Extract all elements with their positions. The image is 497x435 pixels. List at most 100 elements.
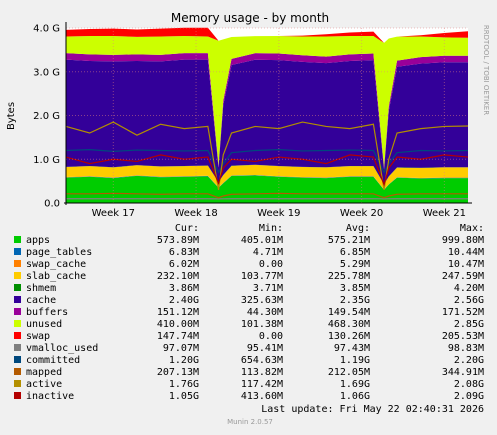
legend-stat: 0.00 [259, 331, 283, 342]
legend-name: slab_cache [26, 271, 86, 282]
legend-stat: 171.52M [442, 307, 484, 318]
legend-stat: 2.35G [340, 295, 370, 306]
legend-stat: 103.77M [241, 271, 283, 282]
legend-stat: 344.91M [442, 367, 484, 378]
legend-stat: 405.01M [241, 235, 283, 246]
legend-stat: 1.19G [340, 355, 370, 366]
x-tick-label: Week 18 [174, 208, 217, 219]
x-tick-label: Week 20 [340, 208, 383, 219]
legend-swatch [14, 308, 21, 315]
legend-stat: 999.80M [442, 235, 484, 246]
legend-stat: 2.56G [454, 295, 484, 306]
legend-stat: 1.05G [169, 391, 199, 402]
legend-swatch [14, 296, 21, 303]
legend-stat: 6.02M [169, 259, 199, 270]
stat-header: Avg: [346, 223, 370, 234]
footer: Munin 2.0.57 [227, 418, 273, 426]
legend-stat: 225.78M [328, 271, 370, 282]
legend-name: vmalloc_used [26, 343, 98, 354]
watermark: RRDTOOL / TOBI OETIKER [482, 25, 490, 115]
legend-stat: 575.21M [328, 235, 370, 246]
legend-stat: 1.76G [169, 379, 199, 390]
legend-stat: 1.06G [340, 391, 370, 402]
legend-stat: 3.86M [169, 283, 199, 294]
legend-name: cache [26, 295, 56, 306]
legend-stat: 4.71M [253, 247, 283, 258]
legend-stat: 149.54M [328, 307, 370, 318]
legend-swatch [14, 272, 21, 279]
legend-stat: 2.40G [169, 295, 199, 306]
legend-stat: 2.85G [454, 319, 484, 330]
legend-stat: 10.47M [448, 259, 484, 270]
legend-stat: 205.53M [442, 331, 484, 342]
legend-stat: 325.63M [241, 295, 283, 306]
legend-name: swap_cache [26, 259, 86, 270]
legend-swatch [14, 380, 21, 387]
legend-stat: 212.05M [328, 367, 370, 378]
legend-stat: 468.30M [328, 319, 370, 330]
last-update: Last update: Fri May 22 02:40:31 2026 [261, 404, 484, 415]
legend-name: mapped [26, 367, 62, 378]
legend-swatch [14, 284, 21, 291]
y-tick-label: 0.0 [44, 199, 60, 210]
legend-name: swap [26, 331, 50, 342]
legend-stat: 151.12M [157, 307, 199, 318]
legend-stat: 413.60M [241, 391, 283, 402]
legend-swatch [14, 320, 21, 327]
legend-swatch [14, 356, 21, 363]
legend-stat: 130.26M [328, 331, 370, 342]
y-axis-label: Bytes [6, 102, 17, 130]
legend-name: shmem [26, 283, 56, 294]
legend-stat: 95.41M [247, 343, 283, 354]
y-tick-label: 3.0 G [33, 67, 60, 78]
legend-name: apps [26, 235, 50, 246]
legend-stat: 2.08G [454, 379, 484, 390]
x-tick-label: Week 19 [257, 208, 300, 219]
stat-header: Min: [259, 223, 283, 234]
y-tick-label: 4.0 G [33, 24, 60, 35]
legend-name: committed [26, 355, 80, 366]
legend-swatch [14, 260, 21, 267]
y-tick-label: 1.0 G [33, 155, 60, 166]
y-tick-label: 2.0 G [33, 111, 60, 122]
stat-header: Max: [460, 223, 484, 234]
legend-name: active [26, 379, 62, 390]
legend-stat: 97.43M [334, 343, 370, 354]
legend-name: buffers [26, 307, 68, 318]
legend-swatch [14, 332, 21, 339]
stat-header: Cur: [175, 223, 199, 234]
legend-stat: 117.42M [241, 379, 283, 390]
legend-name: inactive [26, 391, 74, 402]
legend-stat: 207.13M [157, 367, 199, 378]
legend-stat: 10.44M [448, 247, 484, 258]
legend-stat: 6.85M [340, 247, 370, 258]
legend-stat: 232.10M [157, 271, 199, 282]
legend-stat: 573.89M [157, 235, 199, 246]
legend-name: page_tables [26, 247, 92, 258]
chart-title: Memory usage - by month [171, 11, 329, 25]
legend-stat: 3.85M [340, 283, 370, 294]
legend-stat: 1.20G [169, 355, 199, 366]
x-tick-label: Week 21 [423, 208, 466, 219]
legend-swatch [14, 392, 21, 399]
legend-stat: 147.74M [157, 331, 199, 342]
legend-swatch [14, 344, 21, 351]
legend-stat: 1.69G [340, 379, 370, 390]
legend-stat: 98.83M [448, 343, 484, 354]
legend-stat: 4.20M [454, 283, 484, 294]
legend-stat: 101.38M [241, 319, 283, 330]
legend-stat: 247.59M [442, 271, 484, 282]
legend-stat: 3.71M [253, 283, 283, 294]
legend-stat: 44.30M [247, 307, 283, 318]
legend-stat: 654.63M [241, 355, 283, 366]
legend-stat: 2.20G [454, 355, 484, 366]
legend-stat: 5.29M [340, 259, 370, 270]
legend-name: unused [26, 319, 62, 330]
legend-swatch [14, 236, 21, 243]
legend-stat: 6.83M [169, 247, 199, 258]
legend-swatch [14, 368, 21, 375]
legend-swatch [14, 248, 21, 255]
legend-stat: 97.07M [163, 343, 199, 354]
